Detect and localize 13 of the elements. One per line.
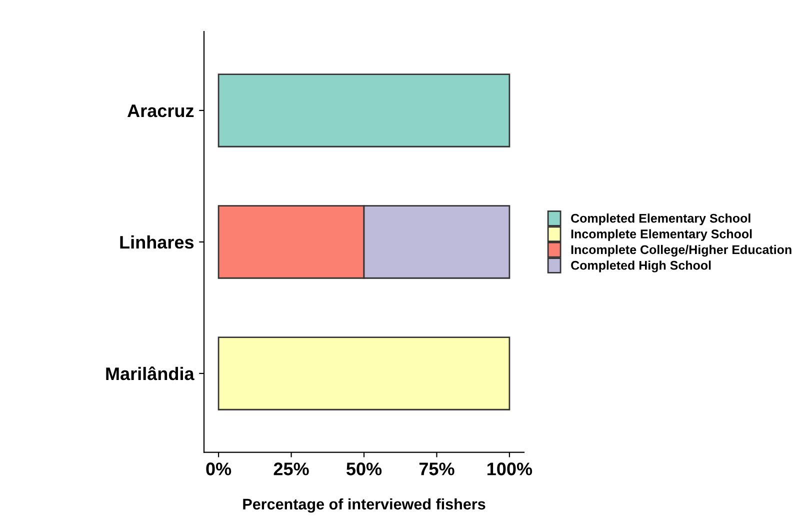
x-tick-label: 100%: [488, 462, 532, 476]
y-tick-label: Marilândia: [106, 366, 194, 380]
x-tick-label: 50%: [346, 462, 382, 476]
x-tick-label: 75%: [419, 462, 454, 476]
legend-label: Completed High School: [571, 260, 711, 272]
y-tick-label: Linhares: [120, 235, 194, 249]
legend-label: Completed Elementary School: [571, 214, 750, 226]
x-tick-label: 0%: [206, 462, 232, 476]
legend-label: Incomplete College/Higher Education: [571, 244, 792, 257]
x-axis-title: Percentage of interviewed fishers: [243, 498, 486, 513]
legend-label: Incomplete Elementary School: [571, 229, 752, 241]
x-tick-label: 25%: [274, 462, 309, 476]
y-tick-label: Aracruz: [127, 104, 194, 118]
